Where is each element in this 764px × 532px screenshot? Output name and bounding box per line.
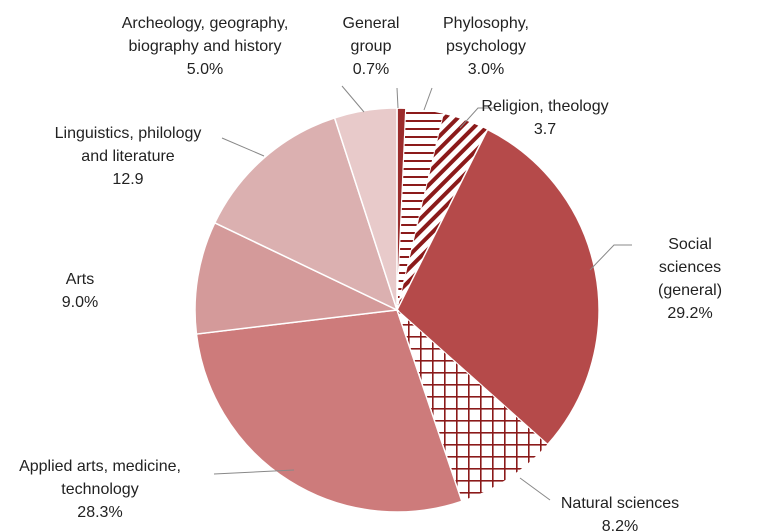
slice-label: Linguistics, philology and literature 12.…: [55, 122, 202, 191]
value-label: 29.2%: [667, 305, 713, 322]
category-label: Arts: [65, 271, 95, 288]
leader-line: [221, 137, 265, 157]
leader-line: [589, 244, 632, 271]
leader-line: [519, 477, 551, 501]
value-label: 5.0%: [186, 61, 224, 78]
slice-label: Applied arts, medicine, technology 28.3%: [19, 455, 181, 524]
leader-line: [341, 85, 365, 113]
category-label: Natural sciences: [560, 495, 680, 512]
slice-label: Natural sciences 8.2%: [561, 492, 679, 532]
leader-line: [459, 107, 496, 129]
pie-slice: [333, 107, 398, 311]
value-label: 0.7%: [352, 61, 390, 78]
value-label: 9.0%: [61, 294, 99, 311]
pie-slice: [396, 308, 549, 502]
slice-label: General group 0.7%: [343, 12, 400, 81]
leader-line: [213, 469, 295, 475]
pie-slice: [195, 309, 463, 513]
category-label: General group: [342, 15, 400, 55]
pie-slice: [194, 221, 400, 335]
value-label: 28.3%: [77, 504, 123, 521]
slice-label: Social sciences (general) 29.2%: [653, 233, 727, 325]
category-label: Social sciences (general): [657, 236, 723, 299]
leader-line: [396, 87, 399, 109]
category-label: Linguistics, philology and literature: [54, 125, 202, 165]
pie-slice: [396, 128, 600, 446]
category-label: Archeology, geography, biography and his…: [121, 15, 289, 55]
category-label: Religion, theology: [481, 98, 609, 115]
slice-label: Phylosophy, psychology 3.0%: [443, 12, 529, 81]
value-label: 3.0%: [467, 61, 505, 78]
slice-label: Arts 9.0%: [62, 268, 98, 314]
value-label: 3.7: [533, 121, 557, 138]
value-label: 8.2%: [601, 518, 639, 532]
pie-slice: [213, 116, 399, 312]
slice-label: Religion, theology 3.7: [481, 95, 608, 141]
category-label: Applied arts, medicine, technology: [19, 458, 181, 498]
slice-label: Archeology, geography, biography and his…: [122, 12, 289, 81]
leader-line: [423, 87, 433, 111]
category-label: Phylosophy, psychology: [443, 15, 529, 55]
value-label: 12.9: [112, 171, 144, 188]
